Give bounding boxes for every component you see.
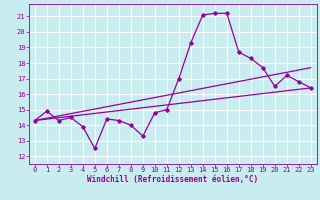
X-axis label: Windchill (Refroidissement éolien,°C): Windchill (Refroidissement éolien,°C) — [87, 175, 258, 184]
